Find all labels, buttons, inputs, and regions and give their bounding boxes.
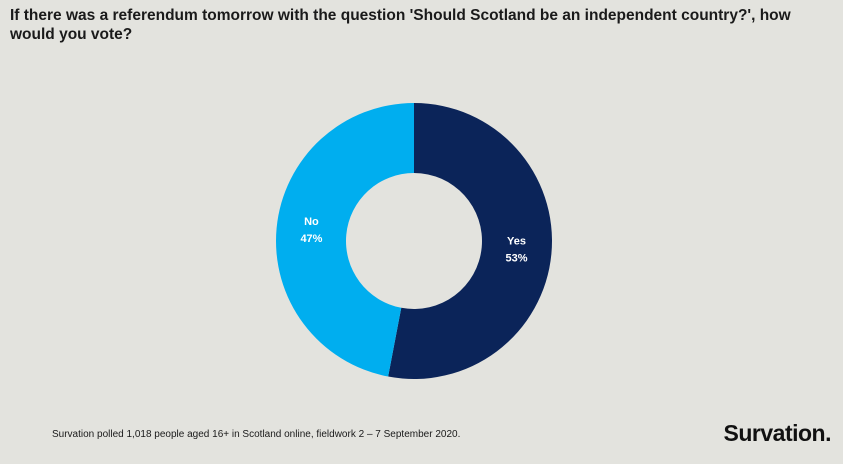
chart-title: If there was a referendum tomorrow with …	[10, 7, 791, 43]
slice-label: Yes	[507, 236, 526, 248]
donut-slice	[388, 103, 552, 379]
footnote: Survation polled 1,018 people aged 16+ i…	[52, 429, 461, 440]
donut-slice	[275, 103, 414, 377]
logo: Survation.	[723, 420, 832, 446]
slice-label: No	[304, 216, 319, 228]
slice-value-label: 53%	[506, 253, 528, 265]
slice-value-label: 47%	[300, 233, 322, 245]
